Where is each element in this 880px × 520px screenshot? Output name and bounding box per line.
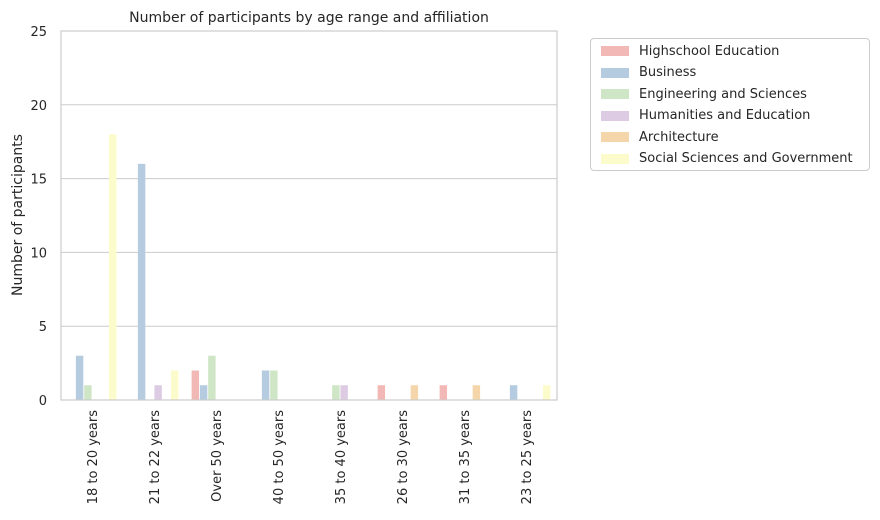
bar	[108, 134, 117, 400]
x-tick-label: 26 to 30 years	[396, 410, 411, 505]
legend-swatch	[601, 67, 629, 78]
legend-item: Highschool Education	[601, 41, 779, 61]
legend-item: Business	[601, 63, 696, 83]
legend-swatch	[601, 153, 629, 164]
gridlines	[61, 30, 557, 401]
bar	[340, 385, 348, 400]
legend-swatch	[601, 89, 629, 99]
plot-frame	[60, 30, 558, 401]
x-tick-label: 21 to 22 years	[148, 410, 163, 505]
bars	[75, 134, 551, 400]
y-tick-label: 25	[30, 25, 47, 40]
bar	[154, 385, 162, 400]
y-tick-label: 20	[30, 99, 47, 114]
bar	[75, 355, 84, 400]
bar	[472, 385, 481, 400]
x-tick-label: 40 to 50 years	[272, 410, 287, 505]
x-tick-label: 35 to 40 years	[334, 410, 349, 505]
legend-swatch	[601, 132, 629, 142]
legend-label: Highschool Education	[639, 43, 780, 59]
bar	[191, 370, 200, 400]
y-tick-label: 15	[30, 173, 47, 188]
legend-item: Engineering and Sciences	[601, 84, 807, 104]
bar	[439, 385, 448, 400]
legend-label: Architecture	[639, 129, 719, 145]
x-tick-label: 18 to 20 years	[86, 410, 101, 505]
x-tick-labels: 18 to 20 years 21 to 22 years Over 50 year…	[86, 410, 535, 505]
legend-label: Humanities and Education	[639, 108, 811, 123]
bar	[377, 385, 386, 400]
y-axis-label: Number of participants	[10, 134, 26, 296]
bar	[270, 370, 278, 400]
y-tick-label: 10	[30, 246, 47, 261]
legend-item: Humanities and Education	[601, 106, 810, 126]
legend-label: Engineering and Sciences	[639, 86, 807, 102]
bar	[84, 385, 92, 400]
y-tick-label: 5	[39, 320, 47, 335]
legend-label: Social Sciences and Government	[639, 151, 853, 166]
chart-title: Number of participants by age range and …	[129, 10, 489, 26]
bar	[261, 370, 270, 400]
bar	[170, 370, 179, 400]
legend-item: Social Sciences and Government	[601, 149, 853, 169]
y-tick-label: 0	[39, 394, 47, 409]
legend-item: Architecture	[601, 127, 719, 147]
legend-swatch	[601, 110, 629, 121]
bar	[509, 385, 518, 400]
legend-label: Business	[639, 65, 697, 80]
bar	[542, 385, 551, 400]
x-tick-label: Over 50 years	[210, 410, 225, 502]
bar	[199, 385, 208, 400]
x-tick-label: 23 to 25 years	[520, 410, 535, 505]
y-tick-labels: 0 5 10 15 20 25	[30, 25, 47, 409]
bar	[208, 355, 216, 400]
x-tick-label: 31 to 35 years	[458, 410, 473, 505]
legend-swatch	[601, 46, 629, 56]
bar	[332, 385, 340, 400]
legend: Highschool Education Business Engineering …	[590, 38, 870, 171]
bar	[137, 163, 146, 400]
bar	[410, 385, 419, 400]
